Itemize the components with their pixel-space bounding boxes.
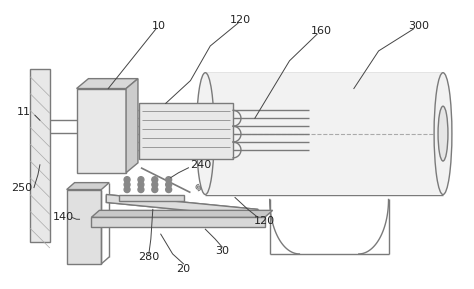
Text: 120: 120	[229, 15, 251, 25]
Bar	[67, 190, 101, 264]
Text: 140: 140	[53, 212, 74, 222]
Ellipse shape	[434, 73, 452, 194]
Polygon shape	[91, 210, 273, 217]
Circle shape	[152, 187, 158, 192]
Bar	[30, 69, 50, 242]
Circle shape	[138, 182, 144, 188]
Bar	[139, 103, 233, 159]
Text: 120: 120	[254, 216, 275, 226]
Text: 250: 250	[11, 183, 33, 192]
Circle shape	[152, 177, 158, 183]
Circle shape	[166, 177, 172, 183]
Bar	[77, 88, 126, 173]
Bar	[91, 217, 265, 227]
Text: 10: 10	[152, 21, 166, 31]
Circle shape	[138, 177, 144, 183]
Text: 240: 240	[190, 160, 211, 170]
Ellipse shape	[438, 106, 448, 161]
Circle shape	[166, 182, 172, 188]
Circle shape	[124, 182, 130, 188]
Ellipse shape	[196, 73, 214, 194]
Polygon shape	[77, 79, 138, 88]
Text: 20: 20	[176, 264, 191, 274]
Text: 280: 280	[138, 252, 159, 262]
Circle shape	[152, 182, 158, 188]
Circle shape	[124, 177, 130, 183]
Bar	[119, 194, 183, 201]
Text: 300: 300	[408, 21, 429, 31]
Text: 30: 30	[215, 246, 229, 256]
Circle shape	[138, 187, 144, 192]
Polygon shape	[126, 79, 138, 173]
Text: 11: 11	[17, 107, 31, 117]
Text: 160: 160	[310, 26, 332, 36]
Polygon shape	[67, 183, 109, 190]
Polygon shape	[106, 194, 258, 217]
Circle shape	[124, 187, 130, 192]
Bar	[205, 73, 443, 194]
Circle shape	[166, 187, 172, 192]
